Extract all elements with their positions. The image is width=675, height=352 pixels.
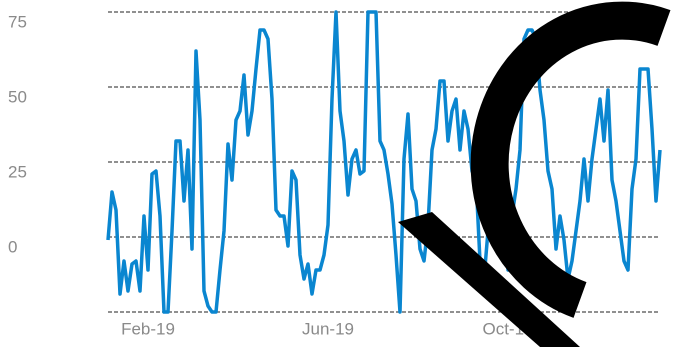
x-tick-label: Feb-19 [121, 319, 175, 338]
y-tick-label: 75 [8, 12, 27, 31]
x-tick-label: Jun-19 [302, 319, 354, 338]
overlay-slash [398, 212, 580, 347]
overlay-arc [470, 1, 671, 318]
y-tick-label: 25 [8, 162, 27, 181]
overlay-shapes [398, 1, 671, 347]
y-tick-label: 0 [8, 237, 17, 256]
y-tick-label: 50 [8, 87, 27, 106]
